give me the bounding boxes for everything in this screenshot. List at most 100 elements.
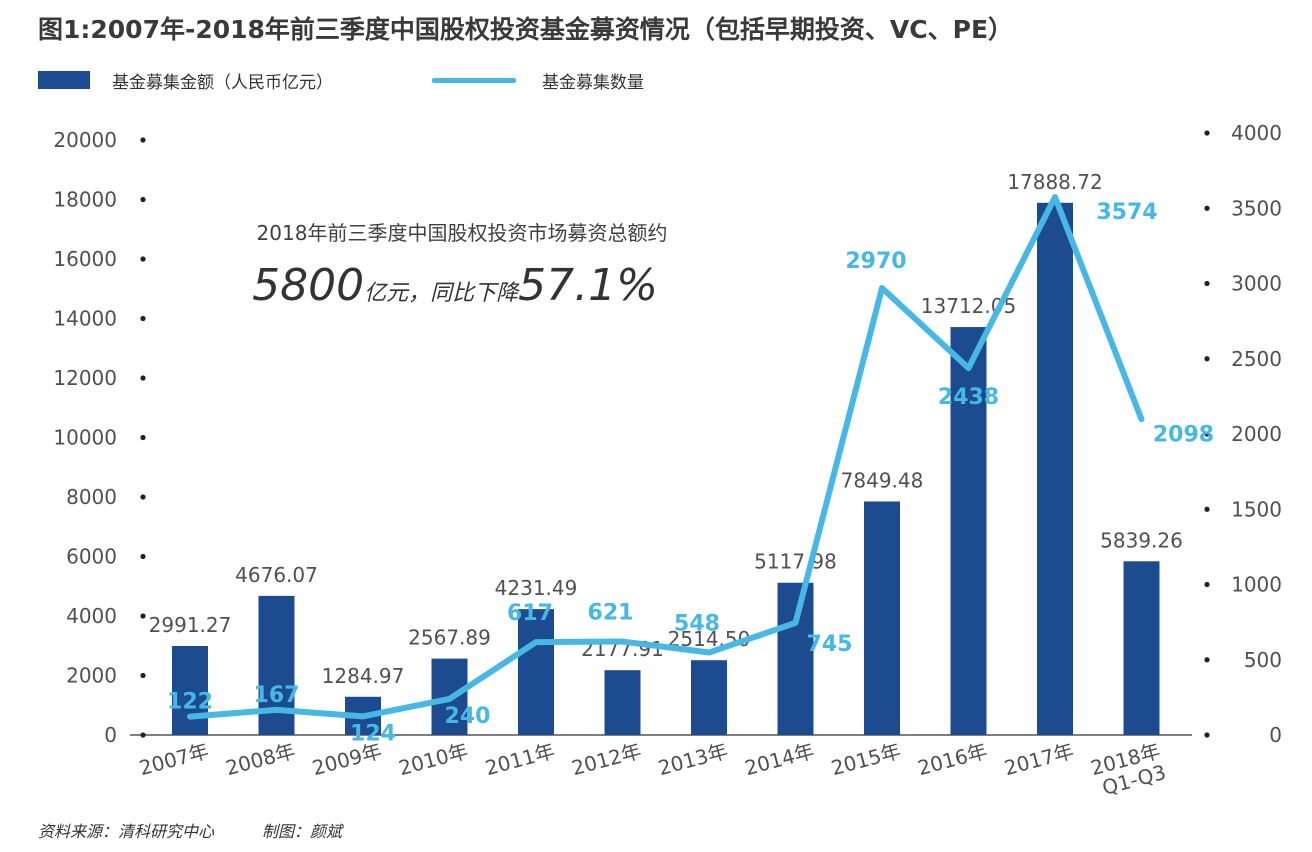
right-tick-label: 3500	[1231, 196, 1282, 220]
source-maker: 制图：颜斌	[262, 822, 343, 841]
line-value-label: 621	[588, 601, 634, 626]
right-tick-dot	[1204, 280, 1210, 287]
bar	[1037, 202, 1073, 736]
left-tick-label: 2000	[66, 664, 117, 688]
bar-value-label: 7849.48	[841, 468, 924, 492]
x-tick-label-line: 2008年	[223, 739, 298, 781]
left-tick-label: 14000	[53, 307, 117, 331]
right-tick-dot	[1204, 657, 1210, 663]
x-tick-label-line: 2012年	[569, 739, 644, 781]
right-tick-label: 3000	[1231, 272, 1282, 296]
legend-label-count: 基金募集数量	[542, 72, 644, 93]
x-tick-label: 2011年	[483, 739, 558, 781]
bar	[604, 670, 641, 735]
right-tick-label: 1500	[1231, 497, 1282, 521]
line-value-label: 167	[254, 683, 300, 708]
right-tick-dot	[1204, 130, 1210, 136]
x-tick-label: 2009年	[310, 739, 385, 781]
bar	[172, 646, 208, 735]
x-tick-label: 2012年	[569, 739, 644, 781]
x-tick-label: 2017年	[1002, 739, 1077, 781]
x-tick-label-line: 2017年	[1002, 739, 1077, 781]
left-tick-label: 8000	[66, 485, 117, 509]
legend-bar-swatch	[38, 71, 90, 89]
bar-value-label: 4231.49	[495, 576, 578, 600]
left-tick-label: 20000	[53, 128, 117, 152]
left-tick-label: 4000	[66, 604, 117, 628]
x-tick-label: 2010年	[396, 739, 471, 781]
right-tick-dot	[1204, 356, 1210, 362]
left-tick-label: 0	[104, 723, 117, 747]
annotation-amount: 5800	[252, 260, 364, 311]
x-tick-label: 2008年	[223, 739, 298, 781]
annotation-percent: 57.1%	[518, 260, 658, 311]
left-tick-dot	[140, 196, 146, 203]
legend-item-count: 基金募集数量	[432, 68, 644, 93]
right-tick-label: 1000	[1231, 573, 1282, 597]
line-value-label: 617	[507, 601, 553, 626]
x-tick-label-line: 2011年	[483, 739, 558, 781]
bar-value-label: 4676.07	[235, 563, 318, 587]
bar-value-label: 2567.89	[408, 626, 491, 650]
left-tick-dot	[140, 137, 146, 143]
x-tick-label: 2016年	[915, 739, 990, 781]
bar	[518, 609, 554, 735]
x-tick-label-line: 2009年	[310, 739, 385, 781]
left-tick-dot	[140, 315, 146, 322]
bar	[691, 660, 727, 735]
annotation-line1: 2018年前三季度中国股权投资市场募资总额约	[257, 221, 668, 245]
x-tick-label-line: 2013年	[656, 739, 731, 781]
right-tick-label: 2500	[1231, 347, 1282, 371]
right-tick-label: 0	[1269, 723, 1282, 747]
annotation-text: 亿元，同比下降	[364, 281, 520, 306]
left-tick-dot	[140, 256, 146, 262]
right-tick-label: 2000	[1231, 422, 1282, 446]
right-tick-label: 500	[1244, 648, 1282, 672]
right-axis: 0 500 1000 1500 2000 2500 3000 3500 4000	[1204, 121, 1282, 747]
count-line	[187, 194, 1145, 720]
left-tick-label: 12000	[53, 366, 117, 390]
bar	[864, 501, 900, 735]
bar-value-label: 17888.72	[1007, 170, 1102, 194]
right-tick-dot	[1204, 732, 1210, 738]
line-value-label: 745	[807, 632, 853, 657]
left-tick-dot	[140, 375, 146, 381]
bar-value-label: 5839.26	[1100, 528, 1183, 552]
right-tick-dot	[1204, 205, 1210, 211]
x-tick-label-line: 2016年	[915, 739, 990, 781]
line-value-label: 548	[674, 612, 720, 637]
right-tick-dot	[1204, 506, 1210, 512]
x-tick-label-line: 2014年	[742, 739, 817, 781]
right-tick-label: 4000	[1231, 121, 1282, 145]
right-tick-dot	[1204, 431, 1210, 437]
legend-line-swatch	[432, 77, 516, 83]
line-value-label: 122	[167, 690, 213, 715]
left-axis: 0 2000 4000 6000 8000 10000 12000 14000 16000 180…	[53, 128, 146, 747]
bar	[950, 327, 987, 735]
left-tick-label: 16000	[53, 247, 117, 271]
left-tick-dot	[140, 494, 146, 500]
source-data: 资料来源：清科研究中心	[38, 822, 215, 841]
bar	[1123, 561, 1160, 735]
left-tick-label: 6000	[66, 545, 117, 569]
left-tick-dot	[140, 434, 146, 441]
bar	[258, 595, 295, 735]
source-footer: 资料来源：清科研究中心 制图：颜斌	[38, 818, 342, 842]
bar-series	[172, 202, 1160, 736]
bar-value-label: 5117.98	[754, 550, 837, 574]
left-tick-label: 10000	[53, 426, 117, 450]
left-tick-label: 18000	[53, 188, 117, 212]
x-tick-label: 2015年	[829, 739, 904, 781]
x-tick-label-line: 2015年	[829, 739, 904, 781]
x-tick-label-line: 2007年	[137, 739, 212, 781]
chart-title: 图1:2007年-2018年前三季度中国股权投资基金募资情况（包括早期投资、VC…	[38, 15, 1014, 44]
line-value-label: 2970	[845, 249, 906, 274]
line-value-label: 2098	[1153, 422, 1214, 447]
x-tick-label: 2013年	[656, 739, 731, 781]
legend-label-amount: 基金募集金额（人民币亿元）	[112, 72, 333, 93]
x-tick-label-line: 2010年	[396, 739, 471, 781]
bar-value-label: 1284.97	[322, 664, 405, 688]
right-tick-dot	[1204, 581, 1210, 588]
bar	[777, 582, 814, 735]
